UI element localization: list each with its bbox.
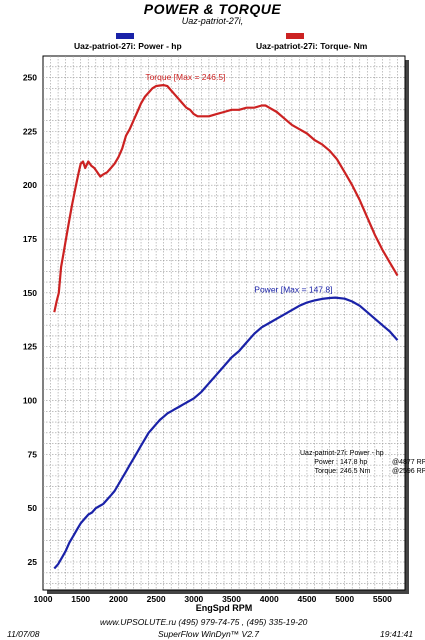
- chart-title: POWER & TORQUE: [143, 1, 282, 17]
- y-tick-label: 150: [23, 288, 37, 298]
- footer-date: 11/07/08: [7, 629, 40, 639]
- y-tick-label: 250: [23, 73, 37, 83]
- x-axis-label: EngSpd RPM: [196, 603, 253, 613]
- stats-torque-key: Torque:: [314, 468, 338, 475]
- y-tick-label: 100: [23, 396, 37, 406]
- x-tick-label: 3000: [184, 594, 203, 604]
- stats-power-rpm: @4877 RPM: [392, 459, 425, 466]
- footer-website: www.UPSOLUTE.ru (495) 979-74-75 , (495) …: [100, 617, 308, 627]
- power-line: [53, 296, 399, 570]
- x-tick-label: 4000: [260, 594, 279, 604]
- footer-software: SuperFlow WinDyn™ V2.7: [158, 629, 260, 639]
- power-legend-swatch: [116, 33, 134, 39]
- x-tick-label: 1500: [71, 594, 90, 604]
- y-tick-label: 125: [23, 342, 37, 352]
- stats-title: Uaz-patriot-27i: Power - hp: [300, 450, 384, 457]
- power-peak-label: Power [Max = 147.8]: [254, 285, 332, 295]
- x-tick-label: 1000: [34, 594, 53, 604]
- y-tick-label: 225: [23, 126, 37, 136]
- stats-box: Uaz-patriot-27i: Power - hp Power : 147.…: [296, 449, 425, 476]
- y-tick-label: 50: [28, 503, 38, 513]
- torque-line: [53, 83, 399, 313]
- series-lines: Torque [Max = 246.5] Power [Max = 147.8]: [53, 72, 399, 570]
- x-tick-label: 3500: [222, 594, 241, 604]
- torque-legend-swatch: [286, 33, 304, 39]
- chart-subtitle: Uaz-patriot-27i,: [181, 16, 244, 26]
- y-tick-label: 175: [23, 234, 37, 244]
- y-tick-label: 200: [23, 180, 37, 190]
- y-tick-label: 75: [28, 449, 38, 459]
- stats-torque-value: 246.5 Nm: [340, 468, 371, 475]
- x-tick-label: 5000: [335, 594, 354, 604]
- torque-peak-label: Torque [Max = 246.5]: [145, 72, 225, 82]
- grid-lines: [43, 56, 405, 590]
- x-tick-label: 5500: [373, 594, 392, 604]
- stats-power-value: 147.8 hp: [340, 459, 368, 466]
- stats-power-key: Power :: [314, 459, 338, 466]
- power-legend-label: Uaz-patriot-27i: Power - hp: [74, 41, 182, 51]
- stats-torque-rpm: @2596 RPM: [392, 468, 425, 475]
- footer-time: 19:41:41: [380, 629, 414, 639]
- axis-tick-labels: 25 50 75 100 125 150 175 200 225 250 1000 1500 2000 2…: [23, 73, 392, 604]
- torque-legend-label: Uaz-patriot-27i: Torque- Nm: [256, 41, 368, 51]
- x-tick-label: 2000: [109, 594, 128, 604]
- x-tick-label: 2500: [147, 594, 166, 604]
- x-tick-label: 4500: [297, 594, 316, 604]
- y-tick-label: 25: [28, 557, 38, 567]
